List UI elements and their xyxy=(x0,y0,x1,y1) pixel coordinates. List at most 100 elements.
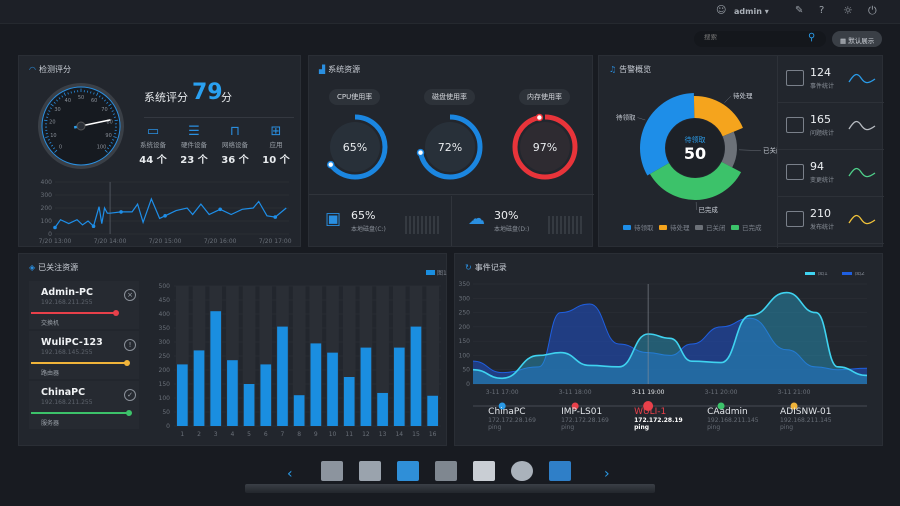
pie-slice[interactable] xyxy=(693,96,743,137)
node-ip: 172.172.28.169 xyxy=(561,417,609,424)
watched-resource-card[interactable]: Admin-PC 192.168.211.255 交换机 × xyxy=(29,281,139,329)
legend-label: 已完成 xyxy=(742,224,762,232)
event-node[interactable]: WULI-1 172.172.28.19 ping xyxy=(634,407,714,431)
bar[interactable] xyxy=(427,395,438,426)
legend-item[interactable]: 待领取 xyxy=(623,222,654,232)
y-tick-label: 350 xyxy=(459,281,471,288)
device-stat[interactable]: ⊞ 应用 10 个 xyxy=(256,124,296,166)
stat-label: 事件统计 xyxy=(810,83,835,90)
legend-item[interactable]: 待处理 xyxy=(659,222,690,232)
brightness-icon[interactable]: ☼ xyxy=(843,4,853,17)
pie-slice[interactable] xyxy=(640,93,695,176)
bar[interactable] xyxy=(210,311,222,426)
bar[interactable] xyxy=(377,392,388,426)
y-tick-label: 300 xyxy=(159,339,171,346)
device-stat[interactable]: ☰ 硬件设备 23 个 xyxy=(174,124,214,166)
bar[interactable] xyxy=(277,326,288,426)
alert-stat[interactable]: 165 问题统计 xyxy=(778,103,884,150)
legend-item[interactable]: 已关闭 xyxy=(695,222,726,232)
dock-next-arrow[interactable]: › xyxy=(604,466,610,482)
check-circle-icon[interactable]: ✓ xyxy=(124,389,136,401)
timeline-marker[interactable] xyxy=(643,401,654,411)
bar[interactable] xyxy=(227,360,238,426)
close-circle-icon[interactable]: × xyxy=(124,289,136,301)
bar[interactable] xyxy=(193,350,205,426)
x-tick-label: 10 xyxy=(329,431,337,438)
bar[interactable] xyxy=(293,395,305,426)
toolbox-icon[interactable] xyxy=(473,461,495,481)
node-name: ChinaPC xyxy=(488,407,526,417)
stat-label: 发布统计 xyxy=(810,224,835,231)
bar[interactable] xyxy=(360,347,372,426)
search-box[interactable]: ⚲ xyxy=(694,31,826,47)
bar[interactable] xyxy=(343,377,355,426)
dock-prev-arrow[interactable]: ‹ xyxy=(287,466,293,482)
stat-value: 124 xyxy=(810,66,831,79)
timeline-marker[interactable] xyxy=(498,402,506,410)
y-tick-label: 450 xyxy=(159,297,171,304)
x-tick-label: 16 xyxy=(429,431,437,438)
legend-item[interactable]: 图2 xyxy=(842,272,865,277)
timeline-marker[interactable] xyxy=(571,402,579,410)
watched-resource-card[interactable]: ChinaPC 192.168.211.255 服务器 ✓ xyxy=(29,381,139,429)
user-icon[interactable]: ☺ xyxy=(716,5,727,16)
legend-item[interactable]: 图1 xyxy=(426,270,447,277)
event-node[interactable]: ADISNW-01 192.168.211.145 ping xyxy=(780,407,860,431)
folder-icon[interactable] xyxy=(359,461,381,481)
user-menu[interactable]: admin ▾ xyxy=(734,7,769,16)
event-node[interactable]: IMP-LS01 172.172.28.169 ping xyxy=(561,407,641,431)
watched-resource-card[interactable]: WuliPC-123 192.168.145.255 路由器! xyxy=(29,331,139,379)
x-tick-label: 7 xyxy=(281,431,285,438)
alert-circle-icon[interactable]: ! xyxy=(124,339,136,351)
bar[interactable] xyxy=(243,384,255,426)
timeline-marker[interactable] xyxy=(717,402,725,410)
bar[interactable] xyxy=(260,364,272,426)
node-name: CAadmin xyxy=(707,407,748,417)
bar[interactable] xyxy=(410,326,422,426)
bar[interactable] xyxy=(177,364,188,426)
bar[interactable] xyxy=(393,347,405,426)
device-stat[interactable]: ⊓ 网络设备 36 个 xyxy=(215,124,255,166)
legend-item[interactable]: 图1 xyxy=(805,272,828,277)
device-stat[interactable]: ▭ 系统设备 44 个 xyxy=(133,124,173,166)
pie-slice[interactable] xyxy=(721,131,737,168)
pie-slice[interactable] xyxy=(649,161,742,200)
power-icon[interactable]: ⏻ xyxy=(868,4,877,17)
control-panel-icon[interactable] xyxy=(321,461,343,481)
alert-stat[interactable]: 94 变更统计 xyxy=(778,150,884,197)
usage-arc xyxy=(512,114,578,180)
x-tick-label: 3-11 17:00 xyxy=(486,389,519,396)
network-icon[interactable] xyxy=(435,461,457,481)
gauge-tick-label: 20 xyxy=(49,119,55,125)
gauge-tick-label: 0 xyxy=(59,145,62,151)
monitor-icon[interactable] xyxy=(397,461,419,481)
edit-icon[interactable]: ✎ xyxy=(795,5,804,16)
settings-gear-icon[interactable] xyxy=(511,461,533,481)
search-input[interactable] xyxy=(704,34,804,41)
help-icon[interactable]: ? xyxy=(819,5,825,16)
event-node[interactable]: CAadmin 192.168.211.145 ping xyxy=(707,407,787,431)
resource-name: Admin-PC xyxy=(41,287,93,298)
bar[interactable] xyxy=(327,352,338,426)
disk-sparkbars xyxy=(405,216,441,234)
search-icon[interactable]: ⚲ xyxy=(808,32,816,43)
node-name: ADISNW-01 xyxy=(780,407,832,417)
laptop-icon[interactable] xyxy=(549,461,571,481)
legend-item[interactable]: 已完成 xyxy=(731,222,762,232)
data-point xyxy=(273,215,278,219)
bar[interactable] xyxy=(310,343,322,426)
y-tick-label: 250 xyxy=(159,353,171,360)
y-tick-label: 100 xyxy=(459,352,471,359)
alert-stat[interactable]: 124 事件统计 xyxy=(778,56,884,103)
events-panel: ↻ 事件记录 0 50 100 150 200 250 300 350 3-11 17:00 3-1… xyxy=(454,253,883,446)
default-view-button[interactable]: ▦ 默认展示 xyxy=(832,31,882,47)
timeline-marker[interactable] xyxy=(790,402,798,410)
x-tick-label: 3-11 20:00 xyxy=(705,389,738,396)
refresh-window-icon xyxy=(786,164,804,180)
data-point xyxy=(53,225,57,230)
disk-value: 30% xyxy=(494,209,519,222)
stat-value: 165 xyxy=(810,113,831,126)
x-tick-label: 12 xyxy=(362,431,370,438)
event-node[interactable]: ChinaPC 172.172.28.169 ping xyxy=(488,407,568,431)
alert-stat[interactable]: 210 发布统计 xyxy=(778,197,884,244)
